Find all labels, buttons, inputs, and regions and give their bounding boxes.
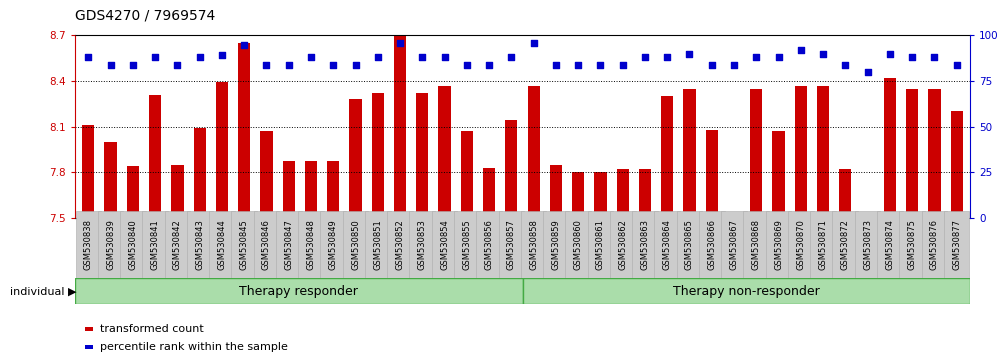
Text: transformed count: transformed count bbox=[100, 324, 204, 334]
Point bbox=[370, 55, 386, 60]
Text: Therapy non-responder: Therapy non-responder bbox=[673, 285, 820, 298]
Point bbox=[548, 62, 564, 67]
Point bbox=[459, 62, 475, 67]
Point bbox=[704, 62, 720, 67]
Bar bbox=[461, 131, 473, 218]
Bar bbox=[216, 82, 228, 218]
Bar bbox=[416, 93, 428, 218]
Point bbox=[681, 51, 697, 56]
Bar bbox=[817, 86, 829, 218]
Bar bbox=[594, 172, 607, 218]
Bar bbox=[238, 43, 250, 218]
Point bbox=[125, 62, 141, 67]
FancyBboxPatch shape bbox=[75, 278, 522, 304]
Point bbox=[882, 51, 898, 56]
Bar bbox=[483, 167, 495, 218]
Bar bbox=[661, 96, 673, 218]
Point bbox=[325, 62, 341, 67]
Point bbox=[726, 62, 742, 67]
Point bbox=[503, 55, 519, 60]
Point bbox=[303, 55, 319, 60]
Text: Therapy responder: Therapy responder bbox=[239, 285, 358, 298]
Bar bbox=[394, 35, 406, 218]
Text: percentile rank within the sample: percentile rank within the sample bbox=[100, 342, 288, 352]
Point bbox=[592, 62, 608, 67]
Bar bbox=[683, 88, 696, 218]
Bar bbox=[283, 161, 295, 218]
Bar bbox=[617, 169, 629, 218]
Bar bbox=[728, 216, 740, 218]
Bar bbox=[149, 95, 161, 218]
Bar bbox=[861, 215, 874, 218]
Bar bbox=[951, 112, 963, 218]
Point bbox=[949, 62, 965, 67]
Point bbox=[236, 42, 252, 47]
Bar bbox=[194, 128, 206, 218]
Text: individual ▶: individual ▶ bbox=[10, 286, 76, 296]
FancyBboxPatch shape bbox=[522, 278, 970, 304]
Bar bbox=[928, 88, 941, 218]
Bar bbox=[639, 169, 651, 218]
Point bbox=[659, 55, 675, 60]
Bar bbox=[327, 161, 339, 218]
Point bbox=[214, 53, 230, 58]
Point bbox=[860, 69, 876, 75]
Bar bbox=[505, 120, 517, 218]
Bar bbox=[260, 131, 273, 218]
Point bbox=[80, 55, 96, 60]
Bar bbox=[127, 166, 139, 218]
Point bbox=[192, 55, 208, 60]
Point bbox=[414, 55, 430, 60]
Bar bbox=[349, 99, 362, 218]
Text: GDS4270 / 7969574: GDS4270 / 7969574 bbox=[75, 9, 215, 23]
Bar bbox=[706, 130, 718, 218]
Bar bbox=[82, 125, 94, 218]
Bar bbox=[772, 131, 785, 218]
Bar bbox=[104, 142, 117, 218]
Point bbox=[748, 55, 764, 60]
Point bbox=[570, 62, 586, 67]
Point bbox=[392, 40, 408, 46]
Point bbox=[815, 51, 831, 56]
Point bbox=[437, 55, 453, 60]
Bar bbox=[906, 88, 918, 218]
Bar bbox=[171, 165, 184, 218]
Point bbox=[837, 62, 853, 67]
Point bbox=[281, 62, 297, 67]
Point bbox=[147, 55, 163, 60]
Bar bbox=[572, 172, 584, 218]
Point bbox=[258, 62, 274, 67]
Bar bbox=[528, 86, 540, 218]
Point bbox=[526, 40, 542, 46]
Bar bbox=[750, 88, 762, 218]
Bar bbox=[884, 78, 896, 218]
Bar bbox=[438, 86, 451, 218]
Bar bbox=[550, 165, 562, 218]
Point bbox=[771, 55, 787, 60]
Point bbox=[103, 62, 119, 67]
Point bbox=[793, 47, 809, 53]
Point bbox=[481, 62, 497, 67]
Point bbox=[926, 55, 942, 60]
Point bbox=[169, 62, 185, 67]
Bar bbox=[839, 169, 851, 218]
Bar bbox=[305, 161, 317, 218]
Bar bbox=[372, 93, 384, 218]
Point bbox=[637, 55, 653, 60]
Point bbox=[348, 62, 364, 67]
Point bbox=[615, 62, 631, 67]
Point bbox=[904, 55, 920, 60]
Bar bbox=[795, 86, 807, 218]
